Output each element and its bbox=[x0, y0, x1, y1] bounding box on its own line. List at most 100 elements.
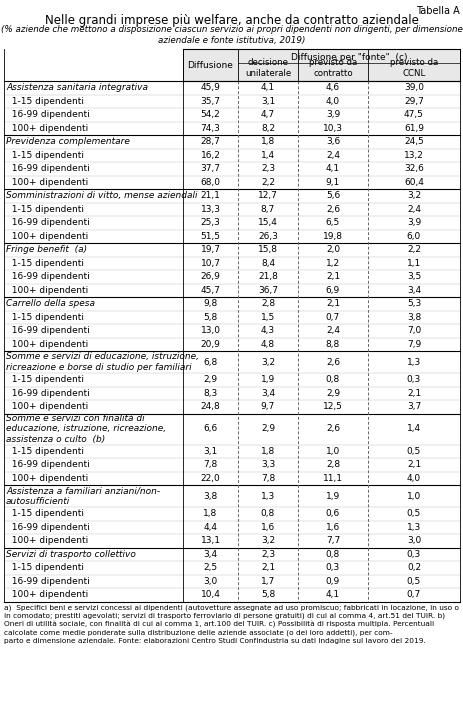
Bar bbox=[4, 243, 459, 257]
Text: (% aziende che mettono a disposizione ciascun servizio ai propri dipendenti non : (% aziende che mettono a disposizione ci… bbox=[1, 25, 462, 45]
Text: 74,3: 74,3 bbox=[200, 124, 220, 133]
Text: 39,0: 39,0 bbox=[403, 83, 423, 92]
Text: 25,3: 25,3 bbox=[200, 218, 220, 227]
Text: 0,9: 0,9 bbox=[325, 577, 339, 585]
Bar bbox=[4, 373, 459, 386]
Text: 4,1: 4,1 bbox=[260, 83, 275, 92]
Text: 7,7: 7,7 bbox=[325, 536, 339, 545]
Text: 2,1: 2,1 bbox=[406, 389, 420, 398]
Bar bbox=[4, 108, 459, 122]
Text: 2,8: 2,8 bbox=[260, 299, 275, 309]
Text: 2,6: 2,6 bbox=[325, 358, 339, 366]
Text: 3,1: 3,1 bbox=[260, 97, 275, 106]
Text: Previdenza complementare: Previdenza complementare bbox=[6, 137, 130, 146]
Text: 1,1: 1,1 bbox=[406, 259, 420, 267]
Bar bbox=[4, 94, 459, 108]
Text: 3,9: 3,9 bbox=[406, 218, 420, 227]
Text: 36,7: 36,7 bbox=[257, 286, 277, 295]
Text: 37,7: 37,7 bbox=[200, 164, 220, 173]
Text: 6,6: 6,6 bbox=[203, 425, 217, 433]
Text: 1,0: 1,0 bbox=[406, 492, 420, 500]
Text: 11,1: 11,1 bbox=[322, 474, 342, 483]
Text: 16-99 dipendenti: 16-99 dipendenti bbox=[6, 218, 89, 227]
Text: Fringe benefit  (a): Fringe benefit (a) bbox=[6, 245, 87, 255]
Text: 1,7: 1,7 bbox=[260, 577, 275, 585]
Text: 2,2: 2,2 bbox=[260, 178, 275, 187]
Text: Nelle grandi imprese più welfare, anche da contratto aziendale: Nelle grandi imprese più welfare, anche … bbox=[45, 14, 418, 27]
Text: 4,4: 4,4 bbox=[203, 523, 217, 532]
Text: 100+ dipendenti: 100+ dipendenti bbox=[6, 124, 88, 133]
Text: 4,1: 4,1 bbox=[325, 590, 339, 599]
Text: 8,7: 8,7 bbox=[260, 205, 275, 213]
Text: 5,6: 5,6 bbox=[325, 191, 339, 200]
Text: 1,0: 1,0 bbox=[325, 447, 339, 456]
Text: 2,9: 2,9 bbox=[325, 389, 339, 398]
Text: 13,2: 13,2 bbox=[403, 151, 423, 160]
Text: 4,0: 4,0 bbox=[325, 97, 339, 106]
Text: 1,4: 1,4 bbox=[406, 425, 420, 433]
Text: 61,9: 61,9 bbox=[403, 124, 423, 133]
Text: 8,4: 8,4 bbox=[260, 259, 275, 267]
Text: 13,1: 13,1 bbox=[200, 536, 220, 545]
Text: 16-99 dipendenti: 16-99 dipendenti bbox=[6, 577, 89, 585]
Text: 16-99 dipendenti: 16-99 dipendenti bbox=[6, 389, 89, 398]
Text: 29,7: 29,7 bbox=[403, 97, 423, 106]
Text: 3,1: 3,1 bbox=[203, 447, 217, 456]
Bar bbox=[4, 472, 459, 485]
Text: 22,0: 22,0 bbox=[200, 474, 220, 483]
Text: 4,6: 4,6 bbox=[325, 83, 339, 92]
Text: 3,4: 3,4 bbox=[260, 389, 275, 398]
Bar bbox=[4, 575, 459, 588]
Text: 1-15 dipendenti: 1-15 dipendenti bbox=[6, 375, 84, 384]
Text: Somme e servizi di educazione, istruzione,
ricreazione e borse di studio per fam: Somme e servizi di educazione, istruzion… bbox=[6, 352, 199, 372]
Text: 1-15 dipendenti: 1-15 dipendenti bbox=[6, 563, 84, 572]
Text: 2,1: 2,1 bbox=[325, 299, 339, 309]
Bar bbox=[4, 81, 459, 94]
Text: 100+ dipendenti: 100+ dipendenti bbox=[6, 590, 88, 599]
Text: 4,1: 4,1 bbox=[325, 164, 339, 173]
Text: 3,6: 3,6 bbox=[325, 137, 339, 146]
Text: 16-99 dipendenti: 16-99 dipendenti bbox=[6, 460, 89, 469]
Text: 19,8: 19,8 bbox=[322, 231, 342, 241]
Text: Somme e servizi con finalità di
educazione, istruzione, ricreazione,
assistenza : Somme e servizi con finalità di educazio… bbox=[6, 414, 166, 444]
Text: 15,8: 15,8 bbox=[257, 245, 277, 255]
Text: Diffusione per "fonte"  (c): Diffusione per "fonte" (c) bbox=[290, 53, 407, 62]
Text: 1,8: 1,8 bbox=[203, 509, 217, 518]
Text: 5,8: 5,8 bbox=[260, 590, 275, 599]
Text: 9,1: 9,1 bbox=[325, 178, 339, 187]
Text: 0,5: 0,5 bbox=[406, 577, 420, 585]
Text: 20,9: 20,9 bbox=[200, 340, 220, 349]
Text: 24,5: 24,5 bbox=[403, 137, 423, 146]
Text: 7,0: 7,0 bbox=[406, 326, 420, 335]
Bar bbox=[4, 588, 459, 601]
Text: 1,4: 1,4 bbox=[260, 151, 275, 160]
Text: Tabella A: Tabella A bbox=[415, 6, 459, 16]
Text: 45,7: 45,7 bbox=[200, 286, 220, 295]
Bar bbox=[4, 311, 459, 324]
Text: 0,3: 0,3 bbox=[406, 549, 420, 559]
Text: 8,3: 8,3 bbox=[203, 389, 217, 398]
Text: 0,8: 0,8 bbox=[260, 509, 275, 518]
Bar bbox=[4, 386, 459, 400]
Text: 2,3: 2,3 bbox=[260, 549, 275, 559]
Text: 1,8: 1,8 bbox=[260, 137, 275, 146]
Text: 1,8: 1,8 bbox=[260, 447, 275, 456]
Text: 54,2: 54,2 bbox=[200, 110, 220, 119]
Text: 3,5: 3,5 bbox=[406, 273, 420, 281]
Text: 4,3: 4,3 bbox=[260, 326, 275, 335]
Text: 1,2: 1,2 bbox=[325, 259, 339, 267]
Bar bbox=[4, 135, 459, 149]
Text: 3,4: 3,4 bbox=[406, 286, 420, 295]
Text: 60,4: 60,4 bbox=[403, 178, 423, 187]
Text: 2,6: 2,6 bbox=[325, 425, 339, 433]
Text: 1,3: 1,3 bbox=[260, 492, 275, 500]
Bar bbox=[4, 400, 459, 414]
Text: 5,8: 5,8 bbox=[203, 313, 217, 322]
Text: 26,9: 26,9 bbox=[200, 273, 220, 281]
Bar bbox=[4, 122, 459, 135]
Text: Diffusione: Diffusione bbox=[187, 61, 233, 69]
Text: 2,1: 2,1 bbox=[260, 563, 275, 572]
Text: 12,7: 12,7 bbox=[257, 191, 277, 200]
Text: 1-15 dipendenti: 1-15 dipendenti bbox=[6, 313, 84, 322]
Text: 16-99 dipendenti: 16-99 dipendenti bbox=[6, 110, 89, 119]
